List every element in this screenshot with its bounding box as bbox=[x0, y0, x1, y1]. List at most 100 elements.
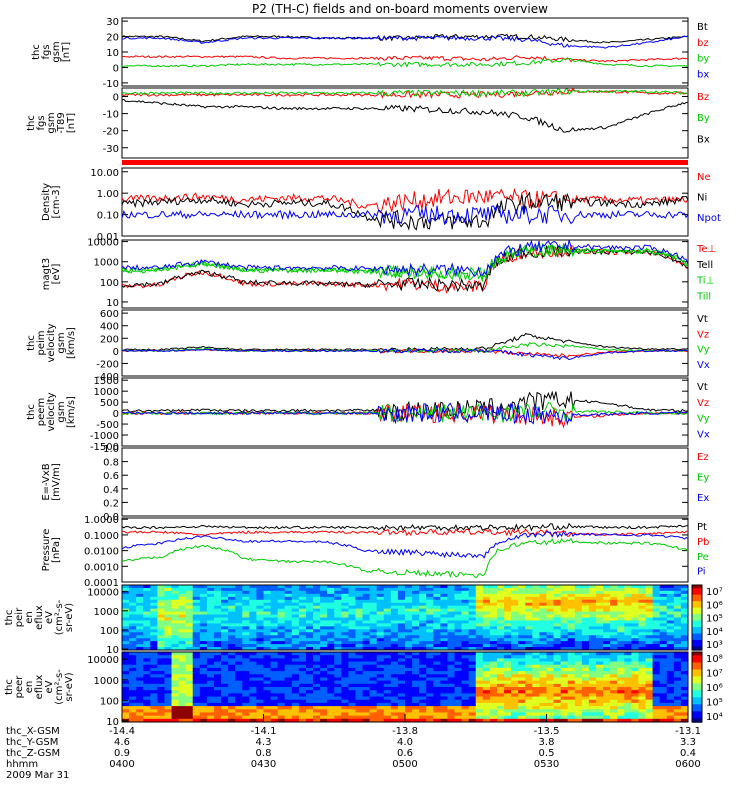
spectrogram-cell-peir bbox=[383, 596, 392, 601]
spectrogram-cell-peer bbox=[638, 667, 647, 672]
spectrogram-cell-peer bbox=[454, 658, 463, 663]
spectrogram-cell-peir bbox=[468, 590, 477, 595]
spectrogram-cell-peir bbox=[433, 647, 441, 651]
spectrogram-cell-peir bbox=[567, 602, 576, 607]
spectrogram-cell-peir bbox=[249, 620, 257, 624]
spectrogram-cell-peer bbox=[596, 680, 604, 685]
spectrogram-cell-peer bbox=[228, 658, 236, 663]
spectrogram-cell-peer bbox=[327, 712, 335, 717]
spectrogram-cell-peir bbox=[397, 620, 406, 624]
spectrogram-cell-peir bbox=[419, 608, 427, 613]
spectrogram-cell-peer bbox=[157, 690, 165, 694]
spectrogram-cell-peer bbox=[270, 702, 279, 707]
spectrogram-cell-peir bbox=[454, 641, 463, 645]
spectrogram-cell-peir bbox=[263, 626, 272, 630]
spectrogram-cell-peir bbox=[327, 614, 335, 618]
spectrogram-cell-peir bbox=[504, 605, 512, 610]
spectrogram-cell-peir bbox=[546, 596, 555, 601]
spectrogram-cell-peir bbox=[603, 617, 611, 621]
spectrogram-cell-peer bbox=[412, 718, 420, 723]
spectrogram-cell-peir bbox=[412, 585, 420, 589]
spectrogram-cell-peir bbox=[122, 638, 130, 642]
spectrogram-cell-peer bbox=[659, 655, 668, 659]
spectrogram-cell-peer bbox=[397, 661, 406, 666]
spectrogram-cell-peer bbox=[235, 690, 243, 694]
spectrogram-cell-peer bbox=[638, 664, 647, 669]
spectrogram-cell-peer bbox=[270, 693, 279, 698]
spectrogram-cell-peer bbox=[270, 709, 279, 713]
spectrogram-cell-peer bbox=[341, 706, 349, 710]
spectrogram-cell-peer bbox=[383, 655, 392, 659]
spectrogram-cell-peir bbox=[369, 641, 378, 645]
spectrogram-cell-peer bbox=[496, 667, 505, 672]
spectrogram-cell-peer bbox=[638, 677, 647, 682]
spectrogram-cell-peir bbox=[532, 602, 540, 607]
spectrogram-cell-peir bbox=[511, 614, 519, 618]
spectrogram-cell-peer bbox=[638, 690, 647, 694]
spectrogram-cell-peer bbox=[249, 696, 257, 701]
spectrogram-cell-peir bbox=[546, 611, 555, 616]
series-line-pressure-Pi bbox=[121, 530, 689, 559]
spectrogram-cell-peir bbox=[603, 596, 611, 601]
spectrogram-cell-peir bbox=[185, 585, 194, 589]
spectrogram-cell-peir bbox=[496, 620, 505, 624]
spectrogram-cell-peer bbox=[532, 690, 540, 694]
spectrogram-cell-peir bbox=[242, 620, 250, 624]
spectrogram-cell-peir bbox=[277, 590, 286, 595]
colorbar-tick-label-peer: 10⁷ bbox=[706, 669, 723, 680]
spectrogram-cell-peer bbox=[447, 712, 456, 717]
spectrogram-cell-peir bbox=[581, 605, 590, 610]
y-axis-label-pressure: [nPa] bbox=[51, 537, 62, 563]
spectrogram-cell-peer bbox=[263, 677, 272, 682]
spectrogram-cell-peir bbox=[645, 617, 654, 621]
spectrogram-cell-peir bbox=[447, 602, 456, 607]
spectrogram-cell-peir bbox=[525, 602, 533, 607]
spectrogram-cell-peer bbox=[574, 706, 583, 710]
spectrogram-cell-peir bbox=[581, 596, 590, 601]
spectrogram-cell-peer bbox=[518, 699, 526, 704]
spectrogram-cell-peer bbox=[447, 655, 456, 659]
y-axis-label-peem: gsm bbox=[56, 401, 67, 422]
spectrogram-cell-peir bbox=[574, 629, 583, 633]
spectrogram-cell-peir bbox=[164, 605, 173, 610]
spectrogram-cell-peir bbox=[242, 596, 250, 601]
spectrogram-cell-peir bbox=[412, 647, 420, 651]
spectrogram-cell-peir bbox=[298, 644, 307, 648]
series-line-pressure-Pt bbox=[121, 522, 688, 532]
spectrogram-cell-peer bbox=[291, 702, 300, 707]
spectrogram-cell-peir bbox=[263, 614, 272, 618]
spectrogram-cell-peir bbox=[362, 614, 371, 618]
spectrogram-cell-peer bbox=[263, 674, 272, 678]
spectrogram-cell-peer bbox=[511, 667, 519, 672]
colorbar-segment-peir bbox=[692, 597, 702, 601]
spectrogram-cell-peer bbox=[164, 709, 173, 713]
colorbar-segment-peir bbox=[692, 591, 702, 595]
spectrogram-cell-peir bbox=[518, 596, 526, 601]
spectrogram-cell-peer bbox=[617, 715, 625, 720]
spectrogram-cell-peer bbox=[496, 696, 505, 701]
spectrogram-cell-peir bbox=[291, 608, 300, 613]
spectrogram-cell-peer bbox=[213, 658, 222, 663]
spectrogram-cell-peir bbox=[171, 602, 180, 607]
spectrogram-cell-peer bbox=[341, 671, 349, 675]
spectrogram-cell-peer bbox=[122, 652, 130, 656]
spectrogram-cell-peer bbox=[574, 661, 583, 666]
spectrogram-cell-peer bbox=[348, 683, 356, 688]
spectrogram-cell-peir bbox=[164, 620, 173, 624]
spectrogram-cell-peer bbox=[511, 690, 519, 694]
spectrogram-cell-peer bbox=[199, 718, 208, 723]
spectrogram-cell-peer bbox=[617, 718, 625, 723]
spectrogram-cell-peer bbox=[263, 718, 272, 723]
spectrogram-cell-peer bbox=[412, 655, 420, 659]
spectrogram-cell-peir bbox=[617, 620, 625, 624]
spectrogram-cell-peir bbox=[617, 638, 625, 642]
spectrogram-cell-peir bbox=[525, 608, 533, 613]
spectrogram-cell-peer bbox=[355, 677, 364, 682]
spectrogram-cell-peer bbox=[426, 690, 434, 694]
spectrogram-cell-peer bbox=[645, 661, 654, 666]
spectrogram-cell-peer bbox=[334, 661, 342, 666]
spectrogram-cell-peer bbox=[518, 709, 526, 713]
colorbar-segment-peir bbox=[692, 643, 702, 646]
spectrogram-cell-peir bbox=[412, 593, 420, 598]
spectrogram-cell-peir bbox=[567, 644, 576, 648]
